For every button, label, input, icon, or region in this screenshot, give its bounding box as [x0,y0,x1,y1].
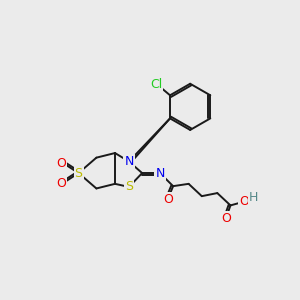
Text: Cl: Cl [150,78,162,91]
Text: O: O [221,212,231,225]
Text: O: O [56,157,66,169]
Text: O: O [56,177,66,190]
Text: S: S [75,167,83,180]
Text: S: S [125,180,133,194]
Text: H: H [249,191,258,204]
Text: Cl: Cl [150,78,162,91]
Text: N: N [155,167,165,180]
Text: O: O [239,195,249,208]
Text: O: O [163,193,172,206]
Text: N: N [124,155,134,168]
